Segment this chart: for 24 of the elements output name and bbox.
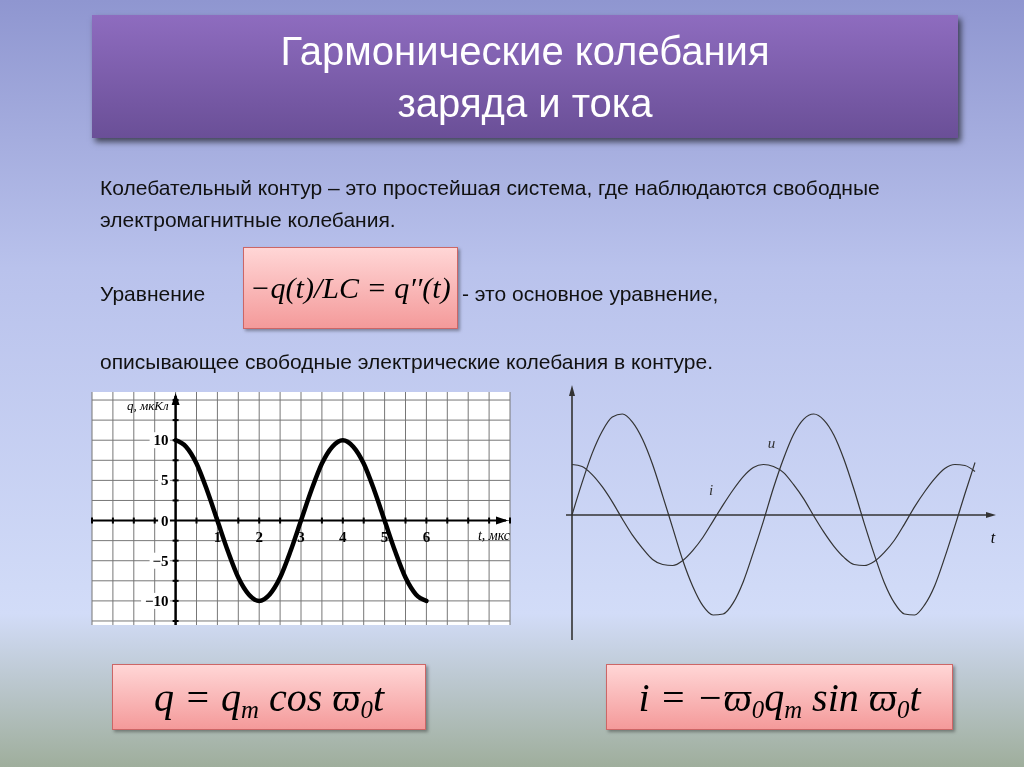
x-tick-label: 5 bbox=[380, 528, 389, 545]
text: - это основное уравнение, bbox=[462, 281, 719, 307]
series-label: u bbox=[767, 435, 776, 452]
x-axis-title: t bbox=[990, 529, 996, 546]
series-label: i bbox=[709, 481, 714, 498]
y-axis-title: q, мкКл bbox=[126, 398, 169, 413]
x-axis-title: t, мкс bbox=[477, 527, 511, 543]
text: Уравнение bbox=[100, 281, 206, 307]
text: i = −ϖ$_{0}$q$_{m}$ sin ϖ$_{0}$t bbox=[638, 674, 921, 723]
y-tick-label: −5 bbox=[152, 552, 169, 569]
text: описывающее свободные электрические колебания в контуре. bbox=[100, 349, 714, 375]
text: Гармонические колебания заряда и тока bbox=[92, 15, 958, 138]
y-tick-label: 10 bbox=[153, 432, 169, 449]
x-tick-label: 4 bbox=[339, 528, 348, 545]
y-tick-label: −10 bbox=[145, 592, 169, 609]
x-tick-label: 6 bbox=[422, 528, 431, 545]
x-tick-label: 3 bbox=[297, 528, 305, 545]
x-tick-label: 2 bbox=[255, 528, 263, 545]
text: Колебательный контур – это простейшая система, где наблюдаются свободные электромагнитные колебания. bbox=[100, 175, 881, 233]
x-tick-label: 1 bbox=[213, 528, 222, 545]
text: −q(t)/LC = q′′(t) bbox=[250, 271, 451, 304]
text: q = q$_{m}$ cos ϖ$_{0}$t bbox=[153, 674, 384, 723]
y-tick-label: 0 bbox=[161, 512, 169, 529]
y-tick-label: 5 bbox=[161, 472, 169, 489]
